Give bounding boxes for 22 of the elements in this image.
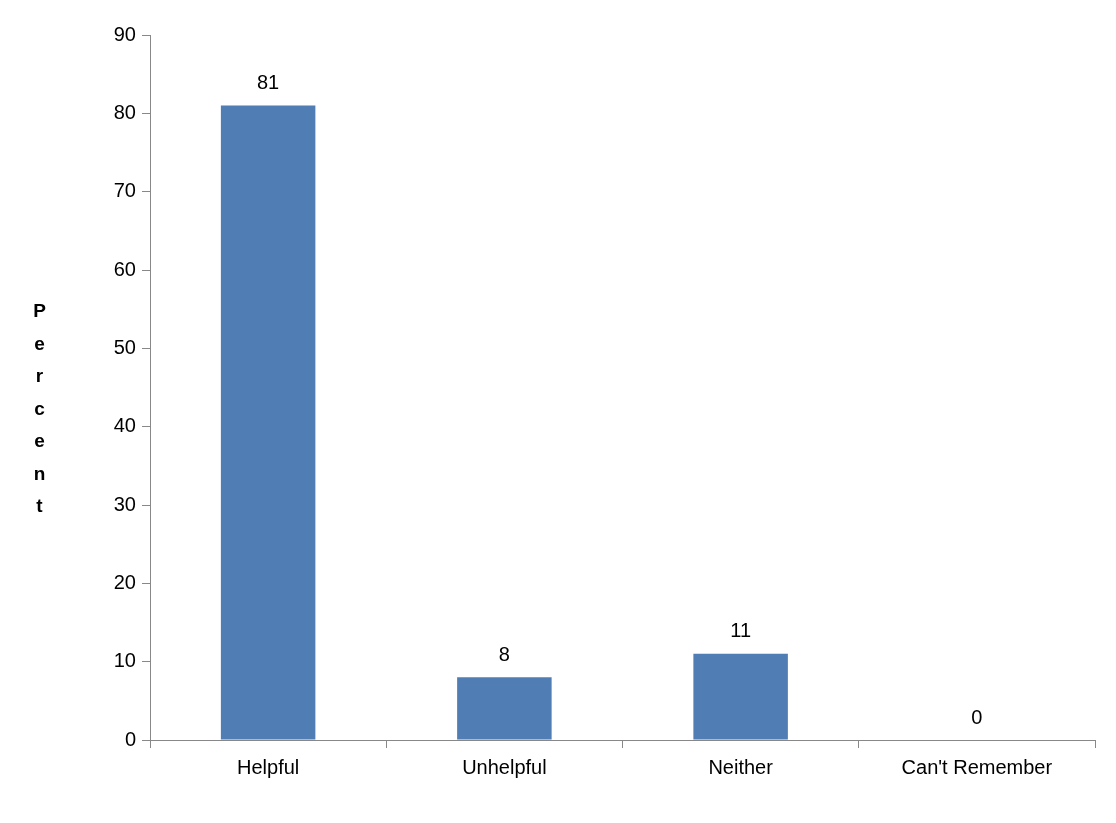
data-label: 0 [971,705,983,728]
y-tick-label: 40 [113,414,136,437]
y-tick-label: 20 [113,570,136,593]
bar [457,677,552,740]
y-tick-label: 70 [113,179,136,202]
y-tick-label: 10 [113,649,136,672]
y-tick-label: 60 [113,257,136,280]
y-tick-label: 0 [124,727,136,750]
data-label: 81 [257,71,280,94]
y-tick-label: 80 [113,100,136,123]
bar [220,105,316,740]
x-tick-label: Helpful [236,755,300,778]
data-label: 8 [498,642,510,665]
y-tick-label: 50 [113,335,136,358]
bar [693,653,788,740]
x-tick-label: Unhelpful [462,755,547,778]
data-label: 11 [730,619,752,642]
x-tick-label: Can't Remember [901,755,1053,778]
y-tick-label: 90 [113,22,136,45]
x-tick-label: Neither [708,755,774,778]
y-axis-title: Percent [33,299,46,518]
y-tick-label: 30 [113,492,136,515]
